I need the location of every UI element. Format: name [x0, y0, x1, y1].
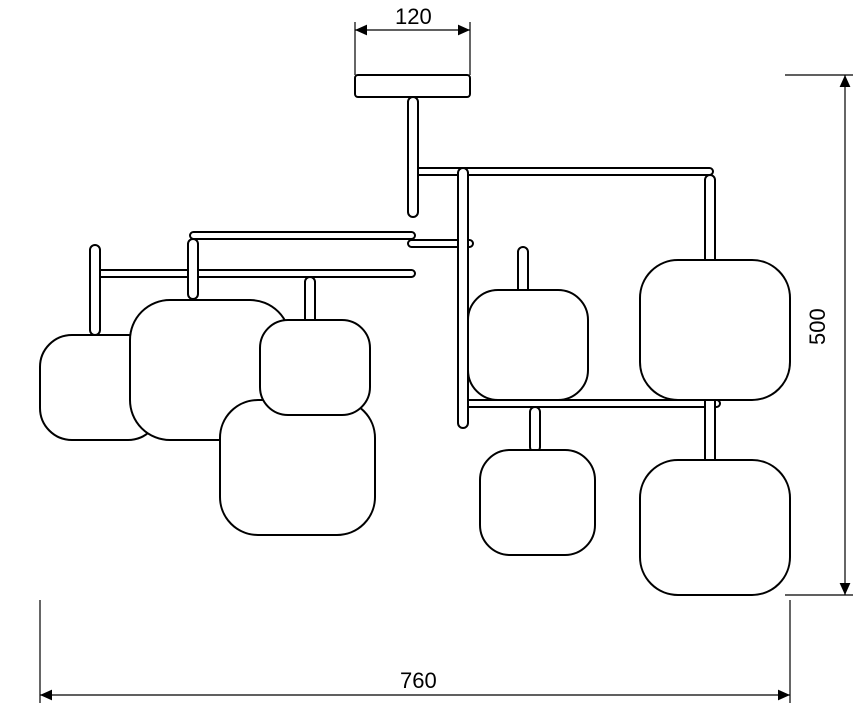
globe-3	[260, 320, 370, 415]
vstem-6	[530, 407, 540, 452]
mount-stem	[408, 97, 418, 217]
vstem-0	[458, 168, 468, 428]
vstem-3	[188, 239, 198, 299]
vstem-2	[90, 245, 100, 335]
dim-label-top: 120	[395, 4, 432, 29]
fixture	[40, 75, 790, 595]
globe-2	[220, 400, 375, 535]
hbar-4	[465, 400, 720, 407]
globe-6	[480, 450, 595, 555]
technical-drawing: 120 500 760	[0, 0, 860, 720]
globe-7	[640, 460, 790, 595]
hbar-1	[190, 232, 415, 239]
hbar-2	[90, 270, 415, 277]
globe-5	[640, 260, 790, 400]
globe-4	[468, 290, 588, 400]
hbar-0	[408, 168, 713, 175]
dim-label-right: 500	[805, 308, 830, 345]
dim-label-bottom: 760	[400, 668, 437, 693]
mount-cap	[355, 75, 470, 97]
